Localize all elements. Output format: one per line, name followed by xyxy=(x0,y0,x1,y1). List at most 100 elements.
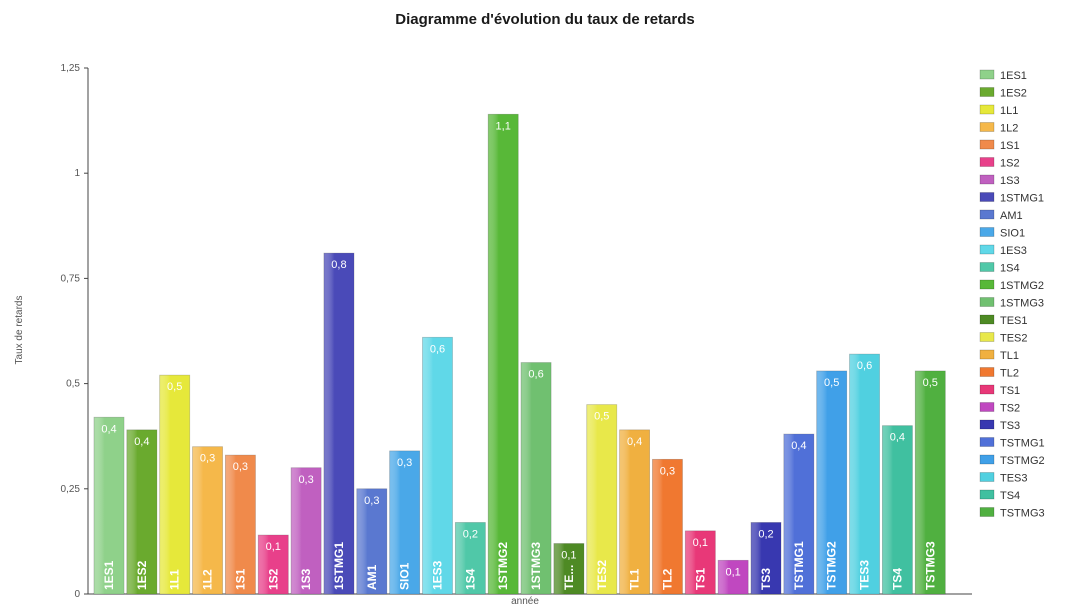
legend-label: 1S4 xyxy=(1000,263,1020,275)
bar-value-label: 0,3 xyxy=(298,474,313,486)
legend-item[interactable]: 1L1 xyxy=(979,104,1018,117)
legend-item[interactable]: TL2 xyxy=(979,367,1019,380)
legend-item[interactable]: 1S3 xyxy=(979,174,1020,187)
legend-label: TES1 xyxy=(1000,315,1028,327)
y-tick-label: 0,75 xyxy=(61,273,81,284)
y-axis-label: Taux de retards xyxy=(14,296,25,365)
legend-swatch xyxy=(979,472,995,482)
bar-sheen xyxy=(718,560,749,594)
bar-group: 0,4 TS4 xyxy=(882,425,913,595)
bar-value-label: 0,1 xyxy=(726,566,741,578)
legend-label: TES3 xyxy=(1000,473,1028,485)
bar-value-label: 0,1 xyxy=(266,541,281,553)
legend-label: 1STMG1 xyxy=(1000,193,1044,205)
x-axis-label: année xyxy=(511,596,539,607)
legend-swatch xyxy=(979,437,995,447)
legend-label: TSTMG3 xyxy=(1000,508,1045,520)
legend-swatch xyxy=(979,227,995,237)
legend-item[interactable]: 1L2 xyxy=(979,122,1018,135)
bar-group: 0,2 1S4 xyxy=(454,522,486,595)
bar-value-label: 0,1 xyxy=(561,550,576,562)
legend-label: 1S3 xyxy=(1000,175,1020,187)
legend-label: 1ES1 xyxy=(1000,70,1027,82)
bar-value-label: 0,3 xyxy=(200,453,215,465)
legend: 1ES1 1ES2 1L1 1L2 1S1 1S2 1S3 1STMG1 AM1 SIO1 1ES3… xyxy=(979,69,1045,520)
bar-group: 0,5 TSTMG2 xyxy=(816,370,848,595)
legend-item[interactable]: 1ES2 xyxy=(979,87,1027,100)
legend-item[interactable]: 1ES3 xyxy=(979,244,1027,257)
bar-sheen xyxy=(126,429,157,594)
legend-item[interactable]: 1S1 xyxy=(979,139,1020,152)
legend-item[interactable]: TSTMG3 xyxy=(979,507,1045,520)
legend-item[interactable]: 1STMG2 xyxy=(979,279,1044,292)
y-tick-label: 0 xyxy=(74,589,80,600)
legend-item[interactable]: AM1 xyxy=(979,209,1023,222)
bar-category-label: 1S1 xyxy=(233,568,247,590)
bar-group: 1,1 1STMG2 xyxy=(487,113,519,595)
bar-sheen xyxy=(323,253,354,595)
bar-value-label: 0,6 xyxy=(528,369,543,381)
legend-swatch xyxy=(979,157,995,167)
legend-item[interactable]: TSTMG1 xyxy=(979,437,1045,450)
bar-category-label: 1S4 xyxy=(463,568,477,590)
legend-label: TES2 xyxy=(1000,333,1028,345)
bar-group: 0,4 TSTMG1 xyxy=(783,433,815,595)
legend-label: 1S2 xyxy=(1000,158,1020,170)
legend-item[interactable]: SIO1 xyxy=(979,227,1025,240)
legend-item[interactable]: TS1 xyxy=(979,384,1020,397)
legend-item[interactable]: TES2 xyxy=(979,332,1028,345)
legend-item[interactable]: TS2 xyxy=(979,402,1020,415)
y-tick-label: 0,25 xyxy=(61,484,81,495)
legend-label: TS2 xyxy=(1000,403,1020,415)
bar-group: 0,5 1L1 xyxy=(159,374,191,595)
bar-sheen xyxy=(159,375,190,594)
legend-item[interactable]: 1STMG1 xyxy=(979,192,1044,205)
legend-item[interactable]: TSTMG2 xyxy=(979,454,1045,467)
legend-swatch xyxy=(979,192,995,202)
legend-item[interactable]: 1S2 xyxy=(979,157,1020,170)
legend-item[interactable]: TL1 xyxy=(979,349,1019,362)
bar-sheen xyxy=(619,429,650,594)
legend-item[interactable]: 1STMG3 xyxy=(979,297,1044,310)
y-tick-label: 1 xyxy=(74,168,80,179)
legend-item[interactable]: TES1 xyxy=(979,314,1028,327)
legend-item[interactable]: TES3 xyxy=(979,472,1028,485)
bar-group: 0,2 TS3 xyxy=(750,522,782,595)
legend-swatch xyxy=(979,244,995,255)
bar-category-label: TES2 xyxy=(595,560,609,590)
bar-sheen xyxy=(915,370,946,594)
bar-category-label: 1ES3 xyxy=(431,560,445,590)
bar-value-label: 0,5 xyxy=(594,411,609,423)
bar-group: 0,5 TSTMG3 xyxy=(914,370,946,595)
bar-value-label: 0,3 xyxy=(660,465,675,477)
bar-group: 0,6 TES3 xyxy=(849,353,880,595)
legend-item[interactable]: TS3 xyxy=(979,419,1020,432)
bar-sheen xyxy=(94,417,124,594)
legend-swatch xyxy=(979,279,995,290)
legend-label: 1S1 xyxy=(1000,140,1020,152)
legend-item[interactable]: 1ES1 xyxy=(979,69,1027,82)
legend-item[interactable]: 1S4 xyxy=(979,262,1020,275)
chart-title: Diagramme d'évolution du taux de retards xyxy=(395,11,694,28)
legend-swatch xyxy=(979,419,995,430)
legend-label: TS4 xyxy=(1000,490,1020,502)
bar-group: 0,6 1ES3 xyxy=(422,336,453,595)
legend-label: TS3 xyxy=(1000,420,1020,432)
bar-sheen xyxy=(652,459,683,594)
bar-category-label: SIO1 xyxy=(398,562,412,590)
bar-category-label: 1L2 xyxy=(201,569,215,590)
legend-swatch xyxy=(979,69,995,80)
bar-sheen xyxy=(192,446,223,594)
legend-label: 1ES3 xyxy=(1000,245,1027,257)
bar-value-label: 0,2 xyxy=(463,528,478,540)
legend-label: 1L2 xyxy=(1000,123,1018,135)
bar-value-label: 0,3 xyxy=(364,495,379,507)
bar-group: 0,4 1ES1 xyxy=(93,416,125,595)
bar-value-label: 0,6 xyxy=(430,343,445,355)
bar-group: 0,1 TS1 xyxy=(684,530,716,595)
bar-category-label: TS1 xyxy=(693,568,707,590)
legend-swatch xyxy=(979,139,995,150)
bar-sheen xyxy=(356,488,387,594)
legend-item[interactable]: TS4 xyxy=(979,489,1020,502)
